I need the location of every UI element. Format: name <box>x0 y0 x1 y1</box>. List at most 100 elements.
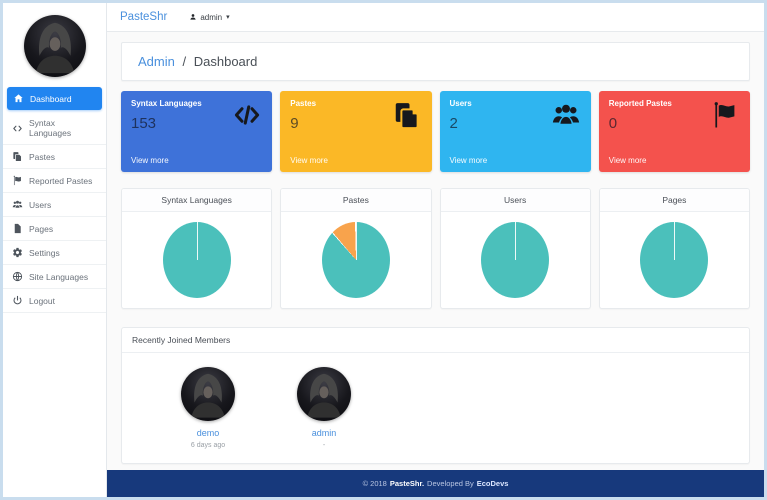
sidebar-item-reported-pastes[interactable]: Reported Pastes <box>3 169 106 193</box>
view-more-link[interactable]: View more <box>449 156 488 165</box>
profile-avatar[interactable] <box>23 15 86 77</box>
language-icon <box>12 271 23 282</box>
power-icon <box>12 295 23 306</box>
chart-body <box>600 212 749 308</box>
user-name: admin <box>200 12 223 22</box>
footer-brand: PasteShr. <box>389 479 425 488</box>
charts-row: Syntax Languages Pastes Users Pages <box>121 188 750 309</box>
stats-row: Syntax Languages 153 View more Pastes 9 … <box>121 91 750 172</box>
sidebar-item-label: Users <box>29 199 52 210</box>
footer-copyright: © 2018 <box>362 479 387 488</box>
chart-title: Syntax Languages <box>122 189 272 212</box>
stat-title: Syntax Languages <box>131 99 202 108</box>
sidebar-item-logout[interactable]: Logout <box>3 289 106 313</box>
recent-members-card: Recently Joined Members demo 6 days ago <box>121 327 750 464</box>
chart-title: Pages <box>599 189 749 212</box>
sidebar-item-label: Dashboard <box>30 93 72 104</box>
chart-card-syntax-languages: Syntax Languages <box>121 188 273 309</box>
pie-chart-users <box>481 222 550 298</box>
sidebar-item-settings[interactable]: Settings <box>3 241 106 265</box>
users-icon <box>12 199 23 210</box>
paste-icon <box>392 100 422 130</box>
member-joined-date: 6 days ago <box>190 442 226 449</box>
pie-chart-syntax-languages <box>162 222 231 298</box>
code-icon <box>12 123 23 134</box>
recent-members-title: Recently Joined Members <box>122 328 749 353</box>
sidebar-item-label: Pages <box>29 223 54 234</box>
sidebar-item-label: Site Languages <box>29 271 89 282</box>
users-icon <box>551 100 581 130</box>
stat-value: 0 <box>608 115 618 132</box>
footer: © 2018 PasteShr. Developed By EcoDevs <box>107 470 764 497</box>
chart-body <box>441 212 590 308</box>
chart-card-pastes: Pastes <box>280 188 432 309</box>
chart-title: Users <box>440 189 590 212</box>
gear-icon <box>12 247 23 258</box>
breadcrumb-admin-link[interactable]: Admin <box>138 54 175 69</box>
sidebar-item-syntax-languages[interactable]: Syntax Languages <box>3 112 106 145</box>
person-icon <box>189 13 197 21</box>
recent-members-list: demo 6 days ago admin - <box>122 353 749 463</box>
view-more-link[interactable]: View more <box>290 156 328 165</box>
chart-body <box>281 212 430 308</box>
stat-card-pastes: Pastes 9 View more <box>280 91 432 172</box>
sidebar-menu: Dashboard Syntax Languages Pastes Report… <box>3 87 106 313</box>
chevron-down-icon: ▾ <box>226 14 230 21</box>
sidebar-item-label: Pastes <box>29 151 55 162</box>
sidebar-item-label: Logout <box>29 295 55 306</box>
member-joined-date: - <box>322 442 326 449</box>
view-more-link[interactable]: View more <box>608 156 647 165</box>
hooded-figure-image <box>307 373 341 418</box>
chart-card-pages: Pages <box>598 188 750 309</box>
flag-icon <box>12 175 23 186</box>
stat-title: Pastes <box>290 99 317 108</box>
footer-middle-text: Developed By <box>427 479 474 488</box>
home-icon <box>13 93 24 104</box>
file-icon <box>12 223 23 234</box>
sidebar-item-pages[interactable]: Pages <box>3 217 106 241</box>
sidebar-item-site-languages[interactable]: Site Languages <box>3 265 106 289</box>
brand-link[interactable]: PasteShr <box>120 11 168 23</box>
top-navbar: PasteShr admin ▾ <box>107 3 764 32</box>
stat-card-reported-pastes: Reported Pastes 0 View more <box>598 91 750 172</box>
stat-value: 2 <box>449 115 458 132</box>
sidebar-item-label: Syntax Languages <box>29 118 72 138</box>
stat-card-syntax-languages: Syntax Languages 153 View more <box>121 91 273 172</box>
hooded-figure-image <box>35 22 74 74</box>
member-name-link[interactable]: demo <box>196 428 220 438</box>
member-item: demo 6 days ago <box>172 367 244 451</box>
flag-icon <box>710 100 740 130</box>
sidebar-item-dashboard[interactable]: Dashboard <box>7 87 102 110</box>
chart-title: Pastes <box>281 189 431 212</box>
chart-card-users: Users <box>439 188 591 309</box>
chart-body <box>122 212 271 308</box>
stat-title: Reported Pastes <box>608 99 672 108</box>
member-name-link[interactable]: admin <box>311 428 337 438</box>
page-title: Dashboard <box>193 54 258 69</box>
paste-icon <box>12 151 23 162</box>
sidebar-item-label: Reported Pastes <box>29 175 93 186</box>
main-column: PasteShr admin ▾ Admin / Dashboard Synta… <box>107 3 764 497</box>
user-dropdown[interactable]: admin ▾ <box>189 12 230 22</box>
member-avatar[interactable] <box>297 367 351 421</box>
pie-chart-pages <box>640 222 709 298</box>
member-avatar[interactable] <box>181 367 235 421</box>
stat-value: 9 <box>290 115 299 132</box>
app-window: Dashboard Syntax Languages Pastes Report… <box>3 3 764 497</box>
hooded-figure-image <box>191 373 225 418</box>
view-more-link[interactable]: View more <box>131 156 169 165</box>
sidebar: Dashboard Syntax Languages Pastes Report… <box>3 3 107 497</box>
breadcrumb-separator: / <box>182 54 187 69</box>
stat-card-users: Users 2 View more <box>439 91 591 172</box>
pie-chart-pastes <box>321 222 390 298</box>
sidebar-profile <box>3 3 106 87</box>
stat-value: 153 <box>131 115 157 132</box>
footer-developer-link[interactable]: EcoDevs <box>476 479 509 488</box>
breadcrumb: Admin / Dashboard <box>121 42 750 81</box>
main-content: Admin / Dashboard Syntax Languages 153 V… <box>107 32 764 470</box>
code-icon <box>232 100 262 130</box>
stat-title: Users <box>449 99 472 108</box>
sidebar-item-users[interactable]: Users <box>3 193 106 217</box>
member-item: admin - <box>288 367 360 451</box>
sidebar-item-pastes[interactable]: Pastes <box>3 145 106 169</box>
